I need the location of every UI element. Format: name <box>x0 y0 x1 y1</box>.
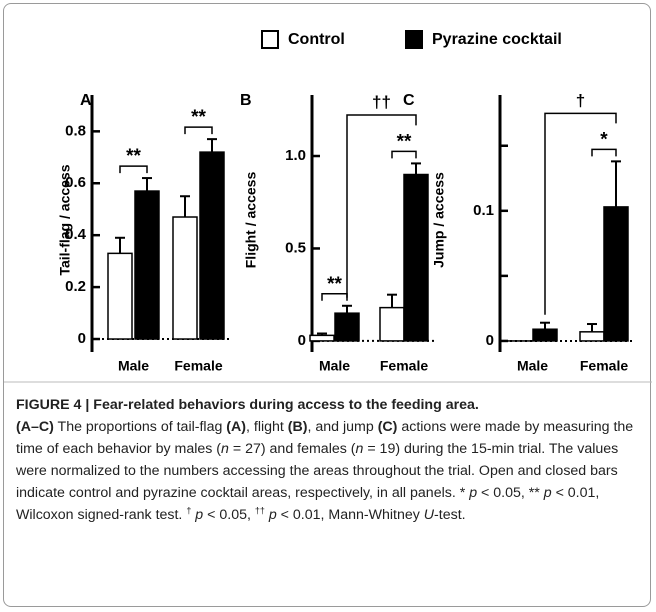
panel-label: C <box>403 92 415 109</box>
caption-text: The proportions of tail-flag <box>53 419 227 435</box>
y-tick-label: 0.8 <box>65 122 86 139</box>
x-tick-label: Female <box>580 358 628 374</box>
legend-swatch <box>261 30 279 49</box>
bar <box>134 190 160 340</box>
y-axis-label: Tail-flag / access <box>57 164 73 275</box>
caption-text: < 0.01, Wilcoxon signed-rank test. <box>16 485 600 523</box>
significance-label: ** <box>327 274 342 295</box>
bar <box>603 206 629 342</box>
caption-text: < 0.05, <box>203 507 255 523</box>
significance-bracket <box>544 112 617 315</box>
caption-text: (A–C) <box>16 419 54 435</box>
y-tick-label: 0 <box>78 330 86 347</box>
bar <box>579 331 605 342</box>
caption-text: † <box>186 505 192 516</box>
significance-bracket <box>184 126 213 135</box>
panel-label: A <box>80 92 92 109</box>
bar <box>403 173 429 342</box>
caption-text: p <box>195 507 204 523</box>
bar <box>379 306 405 342</box>
significance-bracket <box>391 150 417 159</box>
significance-label: ** <box>397 131 412 152</box>
caption-text: (A) <box>226 419 246 435</box>
significance-bracket <box>119 165 148 174</box>
y-tick-label: 0.1 <box>473 202 494 219</box>
x-tick-label: Male <box>319 358 350 374</box>
x-tick-label: Male <box>118 358 149 374</box>
significance-label: ** <box>126 146 141 167</box>
caption-text: = 19) during the 15-min trial. The value… <box>16 441 619 501</box>
caption-text: actions were made by measuring the time … <box>16 419 634 457</box>
y-tick-label: 0.4 <box>65 226 87 243</box>
caption-text: (C) <box>377 419 398 435</box>
caption-text: †† <box>254 505 265 516</box>
figure-frame <box>3 3 651 607</box>
caption: FIGURE 4 | Fear-related behaviors during… <box>16 394 644 526</box>
caption-text: p <box>469 485 478 501</box>
y-axis-label: Jump / access <box>431 172 447 268</box>
caption-text: n <box>221 441 229 457</box>
y-tick-label: 0 <box>298 332 306 349</box>
y-tick-label: 0 <box>486 332 494 349</box>
x-tick-label: Male <box>517 358 548 374</box>
legend-label: Control <box>288 31 345 48</box>
caption-text: , and jump <box>307 419 378 435</box>
caption-text: p <box>268 507 277 523</box>
chart: Control Pyrazine cocktail A Tail-flag / acc… <box>4 30 652 383</box>
y-tick-label: 0.6 <box>65 174 86 191</box>
x-tick-label: Female <box>174 358 222 374</box>
significance-label: † <box>576 91 585 110</box>
bar <box>309 334 335 342</box>
legend-swatch <box>405 30 423 49</box>
significance-bracket <box>346 114 417 298</box>
significance-bracket <box>591 148 617 157</box>
caption-text: p <box>543 485 552 501</box>
caption-title: FIGURE 4 | Fear-related behaviors during… <box>16 397 479 413</box>
caption-text: (B) <box>287 419 308 435</box>
bar <box>334 312 360 342</box>
caption-text: U <box>423 507 435 523</box>
significance-label: †† <box>372 92 391 111</box>
y-tick-label: 0.5 <box>285 239 306 256</box>
caption-text: < 0.01, Mann-Whitney <box>276 507 424 523</box>
significance-label: * <box>600 129 608 150</box>
y-tick-label: 0.2 <box>65 278 86 295</box>
x-tick-label: Female <box>380 358 428 374</box>
caption-text: n <box>355 441 364 457</box>
y-axis-label: Flight / access <box>243 172 259 269</box>
y-tick-label: 1.0 <box>285 147 306 164</box>
bar <box>199 151 225 340</box>
bar <box>532 328 558 342</box>
significance-label: ** <box>191 107 206 128</box>
caption-text: = 27) and females ( <box>228 441 356 457</box>
legend-label: Pyrazine cocktail <box>432 31 562 48</box>
significance-bracket <box>321 293 348 301</box>
bar <box>107 252 133 340</box>
bar <box>172 216 198 340</box>
panel-label: B <box>240 92 252 109</box>
caption-text: < 0.05, ** <box>477 485 544 501</box>
caption-text: -test. <box>434 507 466 523</box>
caption-text: , flight <box>246 419 288 435</box>
